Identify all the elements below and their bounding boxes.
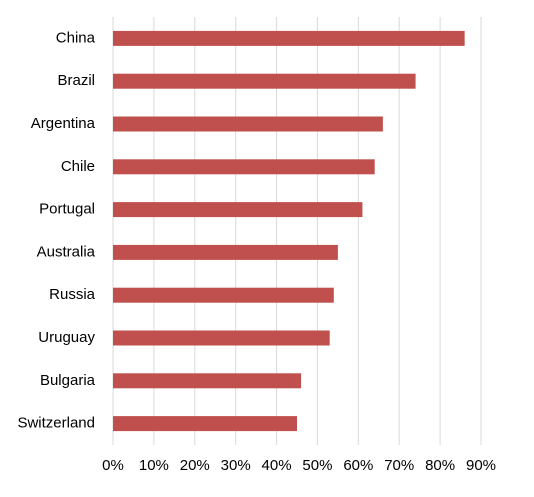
bar: [113, 373, 302, 389]
y-tick-label: Brazil: [57, 72, 95, 89]
x-tick-label: 80%: [425, 457, 455, 474]
y-tick-label: Portugal: [39, 201, 95, 218]
y-tick-label: Bulgaria: [40, 372, 96, 389]
x-tick-label: 30%: [221, 457, 251, 474]
x-tick-label: 60%: [343, 457, 373, 474]
x-tick-label: 20%: [180, 457, 210, 474]
bar: [113, 330, 330, 346]
y-tick-label: Chile: [61, 158, 95, 175]
x-tick-label: 40%: [262, 457, 292, 474]
x-tick-label: 0%: [102, 457, 124, 474]
bar: [113, 30, 465, 46]
bar: [113, 159, 375, 175]
bar: [113, 287, 334, 303]
y-tick-label: Russia: [49, 286, 96, 303]
x-tick-label: 70%: [384, 457, 414, 474]
y-tick-label: Switzerland: [17, 415, 95, 432]
bar: [113, 116, 383, 132]
y-tick-label: China: [56, 29, 96, 46]
x-tick-label: 90%: [466, 457, 496, 474]
bar: [113, 244, 338, 260]
y-tick-label: Uruguay: [38, 329, 95, 346]
y-tick-label: Argentina: [31, 115, 96, 132]
bar: [113, 416, 297, 432]
bar: [113, 202, 363, 218]
x-tick-label: 50%: [302, 457, 332, 474]
x-tick-label: 10%: [139, 457, 169, 474]
y-tick-label: Australia: [37, 243, 96, 260]
bar: [113, 73, 416, 89]
